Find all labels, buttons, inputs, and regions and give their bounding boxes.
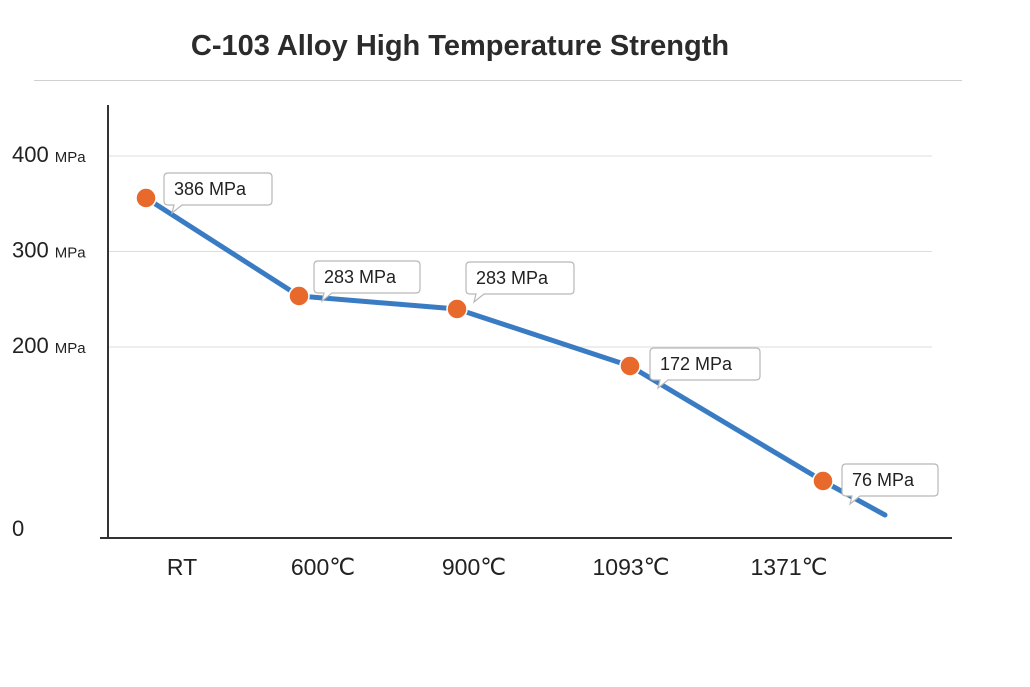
data-label-text: 386 MPa bbox=[174, 179, 247, 199]
data-label-box bbox=[841, 463, 939, 506]
data-point bbox=[288, 285, 310, 307]
series-line-path bbox=[143, 195, 888, 518]
data-label-text: 76 MPa bbox=[852, 470, 915, 490]
series-line bbox=[143, 195, 888, 518]
y-tick-label: 400 MPa bbox=[12, 142, 86, 167]
data-point bbox=[135, 187, 157, 209]
axes bbox=[100, 105, 952, 539]
y-tick-label: 200 MPa bbox=[12, 333, 86, 358]
data-point bbox=[619, 355, 641, 377]
title-divider bbox=[34, 80, 962, 81]
data-label: 283 MPa bbox=[313, 260, 421, 303]
x-tick-labels: RT 600℃ 900℃ 1093℃ 1371℃ bbox=[167, 554, 828, 580]
data-label: 283 MPa bbox=[465, 261, 575, 304]
data-label-box bbox=[649, 347, 761, 390]
x-tick-label: 1371℃ bbox=[751, 554, 828, 580]
chart-title: C-103 Alloy High Temperature Strength bbox=[190, 30, 730, 62]
data-label-text: 172 MPa bbox=[660, 354, 733, 374]
y-tick-labels: 0 200 MPa 300 MPa 400 MPa bbox=[12, 142, 86, 541]
data-label-box bbox=[313, 260, 421, 303]
data-label-box bbox=[465, 261, 575, 304]
data-label: 76 MPa bbox=[841, 463, 939, 506]
y-tick-label: 300 MPa bbox=[12, 238, 86, 263]
gridlines bbox=[108, 155, 932, 348]
data-labels: 386 MPa 283 MPa 283 MPa 172 MPa 76 MPa bbox=[163, 172, 939, 506]
data-markers bbox=[135, 187, 834, 492]
data-point bbox=[812, 470, 834, 492]
x-tick-label: 600℃ bbox=[291, 554, 355, 580]
data-label-box bbox=[163, 172, 273, 215]
y-tick-label: 0 bbox=[12, 516, 24, 541]
x-tick-label: RT bbox=[167, 554, 197, 580]
data-label: 172 MPa bbox=[649, 347, 761, 390]
data-point bbox=[446, 298, 468, 320]
data-label-text: 283 MPa bbox=[476, 268, 549, 288]
data-label-text: 283 MPa bbox=[324, 267, 397, 287]
x-tick-label: 900℃ bbox=[442, 554, 506, 580]
x-tick-label: 1093℃ bbox=[593, 554, 670, 580]
data-label: 386 MPa bbox=[163, 172, 273, 215]
